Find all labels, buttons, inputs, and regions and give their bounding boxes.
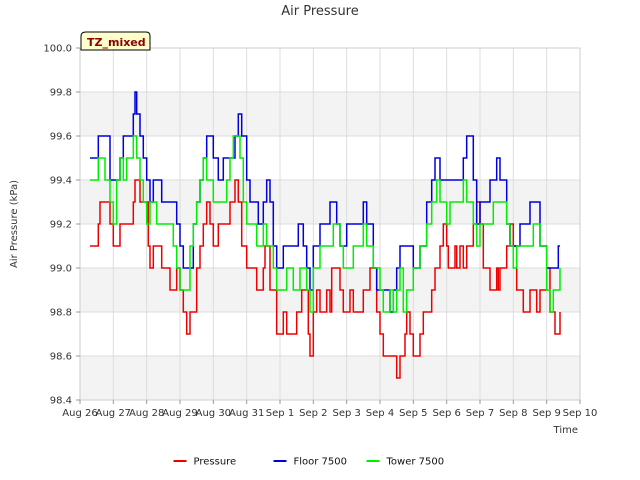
x-tick-label: Aug 27 bbox=[96, 408, 131, 419]
x-tick-label: Aug 30 bbox=[196, 408, 231, 419]
x-tick-label: Aug 28 bbox=[129, 408, 164, 419]
plot-band bbox=[80, 356, 580, 400]
y-tick-label: 99.4 bbox=[50, 176, 72, 187]
x-tick-label: Sep 7 bbox=[466, 408, 494, 419]
y-tick-label: 99.2 bbox=[50, 220, 72, 231]
x-tick-label: Aug 31 bbox=[229, 408, 264, 419]
y-axis-label: Air Pressure (kPa) bbox=[9, 180, 20, 268]
x-tick-label: Sep 5 bbox=[399, 408, 427, 419]
y-tick-label: 98.8 bbox=[50, 308, 72, 319]
series-layer bbox=[90, 91, 561, 379]
x-tick-label: Sep 2 bbox=[299, 408, 327, 419]
y-tick-label: 98.6 bbox=[50, 352, 72, 363]
y-tick-label: 99.0 bbox=[50, 264, 72, 275]
plot-band bbox=[80, 48, 580, 92]
legend-label: Tower 7500 bbox=[386, 457, 445, 468]
legend-item-pressure: Pressure bbox=[173, 457, 237, 468]
x-axis-label: Time bbox=[553, 425, 578, 436]
x-tick-label: Sep 4 bbox=[366, 408, 394, 419]
legend: Pressure Floor 7500 Tower 7500 bbox=[173, 457, 445, 468]
x-tick-label: Sep 10 bbox=[563, 408, 598, 419]
tz-annotation: TZ_mixed bbox=[80, 31, 151, 51]
x-tick-label: Sep 8 bbox=[499, 408, 527, 419]
legend-item-floor-7500: Floor 7500 bbox=[273, 457, 348, 468]
legend-label: Pressure bbox=[194, 457, 237, 468]
plot-band bbox=[80, 136, 580, 180]
y-tick-label: 99.6 bbox=[50, 132, 72, 143]
y-tick-label: 99.8 bbox=[50, 88, 72, 99]
series-line-tower-7500 bbox=[90, 135, 561, 313]
plot-band bbox=[80, 312, 580, 356]
chart-title: Air Pressure bbox=[281, 4, 359, 19]
x-tick-label: Aug 29 bbox=[162, 408, 197, 419]
y-axis-ticks: 98.4 98.6 98.8 99.0 99.2 99.4 99.6 99.8 100.0 bbox=[43, 44, 80, 407]
tz-annotation-box bbox=[80, 31, 151, 51]
legend-item-tower-7500: Tower 7500 bbox=[366, 457, 445, 468]
tz-annotation-text: TZ_mixed bbox=[87, 36, 146, 49]
x-tick-label: Sep 9 bbox=[532, 408, 560, 419]
x-tick-label: Sep 6 bbox=[432, 408, 460, 419]
x-tick-label: Sep 3 bbox=[332, 408, 360, 419]
legend-label: Floor 7500 bbox=[294, 457, 348, 468]
plot-band bbox=[80, 92, 580, 136]
y-tick-label: 100.0 bbox=[43, 44, 72, 55]
x-tick-label: Aug 26 bbox=[62, 408, 97, 419]
y-tick-label: 98.4 bbox=[50, 396, 72, 407]
series-line-floor-7500 bbox=[90, 91, 560, 313]
x-tick-label: Sep 1 bbox=[266, 408, 294, 419]
